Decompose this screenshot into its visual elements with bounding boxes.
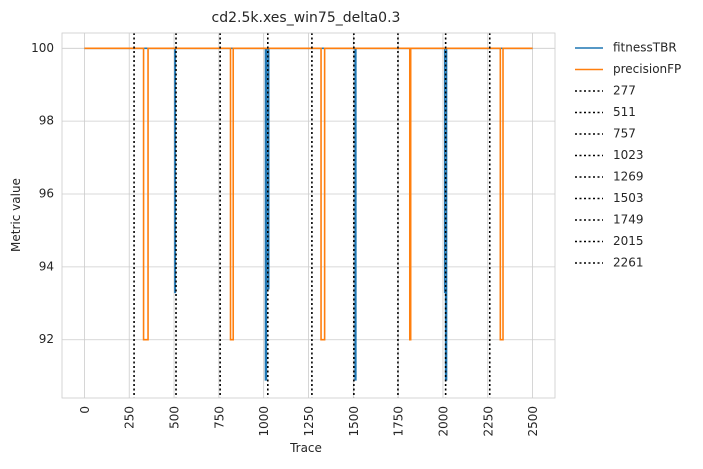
x-axis-title: Trace bbox=[289, 441, 322, 455]
x-tick-label: 250 bbox=[123, 406, 137, 429]
x-tick-label: 500 bbox=[168, 406, 182, 429]
legend-label: precisionFP bbox=[613, 62, 681, 76]
x-tick-label: 1250 bbox=[302, 406, 316, 437]
y-axis-ticks: 92 94 96 98 100 bbox=[31, 41, 54, 346]
chart-title: cd2.5k.xes_win75_delta0.3 bbox=[212, 10, 401, 26]
x-tick-label: 1000 bbox=[257, 406, 271, 437]
y-tick-label: 98 bbox=[39, 114, 54, 128]
x-tick-label: 1750 bbox=[392, 406, 406, 437]
y-tick-label: 100 bbox=[31, 41, 54, 55]
legend-label: 2015 bbox=[613, 234, 644, 248]
y-axis-title: Metric value bbox=[9, 178, 23, 252]
legend-label: fitnessTBR bbox=[613, 41, 677, 55]
plot-area-frame bbox=[61, 32, 556, 399]
legend-label: 1503 bbox=[613, 191, 644, 205]
x-tick-label: 2000 bbox=[436, 406, 450, 437]
legend-label: 1749 bbox=[613, 213, 644, 227]
x-tick-label: 2500 bbox=[526, 406, 540, 437]
series-line-precisionFP bbox=[84, 47, 533, 341]
y-tick-label: 96 bbox=[39, 187, 54, 201]
y-tick-label: 94 bbox=[39, 259, 54, 273]
vertical-lines-layer bbox=[133, 33, 491, 398]
x-tick-label: 0 bbox=[78, 406, 92, 414]
x-axis-ticks: 0 250 500 750 1000 1250 1500 1750 2000 2250 2500 bbox=[78, 406, 540, 437]
legend-label: 511 bbox=[613, 105, 636, 119]
legend-label: 1023 bbox=[613, 148, 644, 162]
x-tick-label: 750 bbox=[212, 406, 226, 429]
legend: fitnessTBR precisionFP 277 511 757 1023 1269 15… bbox=[575, 41, 681, 270]
legend-label: 277 bbox=[613, 84, 636, 98]
legend-label: 757 bbox=[613, 127, 636, 141]
y-tick-label: 92 bbox=[39, 332, 54, 346]
x-tick-label: 1500 bbox=[347, 406, 361, 437]
x-gridlines bbox=[84, 33, 533, 398]
legend-label: 2261 bbox=[613, 256, 644, 270]
legend-label: 1269 bbox=[613, 170, 644, 184]
x-tick-label: 2250 bbox=[481, 406, 495, 437]
